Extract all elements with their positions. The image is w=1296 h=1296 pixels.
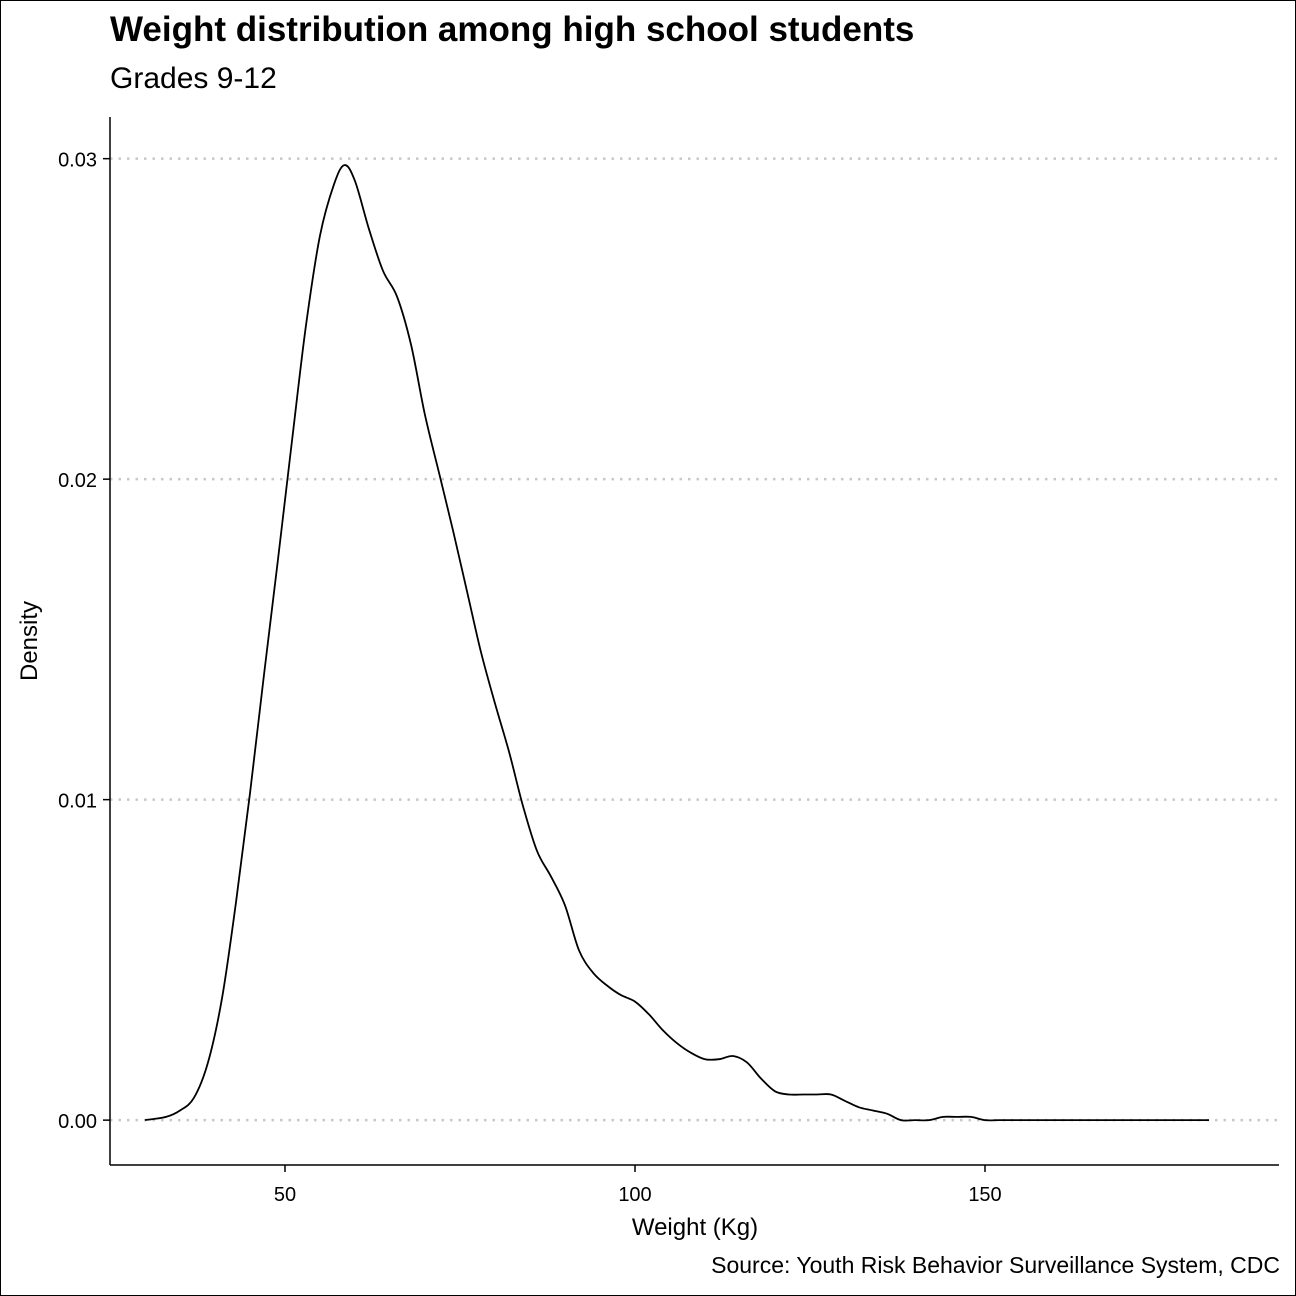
source-caption: Source: Youth Risk Behavior Surveillance… <box>711 1252 1280 1278</box>
chart-subtitle: Grades 9-12 <box>110 62 277 95</box>
axes <box>109 117 1279 1166</box>
y-tick-label: 0.03 <box>58 150 97 172</box>
x-tick-label: 150 <box>968 1184 1001 1206</box>
x-axis-label: Weight (Kg) <box>632 1214 758 1241</box>
x-ticks: 50 100 150 <box>274 1165 1002 1206</box>
y-tick-label: 0.01 <box>58 791 97 813</box>
y-tick-label: 0.02 <box>58 470 97 492</box>
grid-lines <box>110 157 1279 1122</box>
x-tick-label: 50 <box>274 1184 296 1206</box>
y-axis-label: Density <box>16 601 43 681</box>
density-line <box>144 164 1209 1122</box>
chart-title: Weight distribution among high school st… <box>110 10 915 49</box>
y-ticks: 0.00 0.01 0.02 0.03 <box>58 150 110 1133</box>
y-tick-label: 0.00 <box>58 1111 97 1133</box>
x-tick-label: 100 <box>618 1184 651 1206</box>
